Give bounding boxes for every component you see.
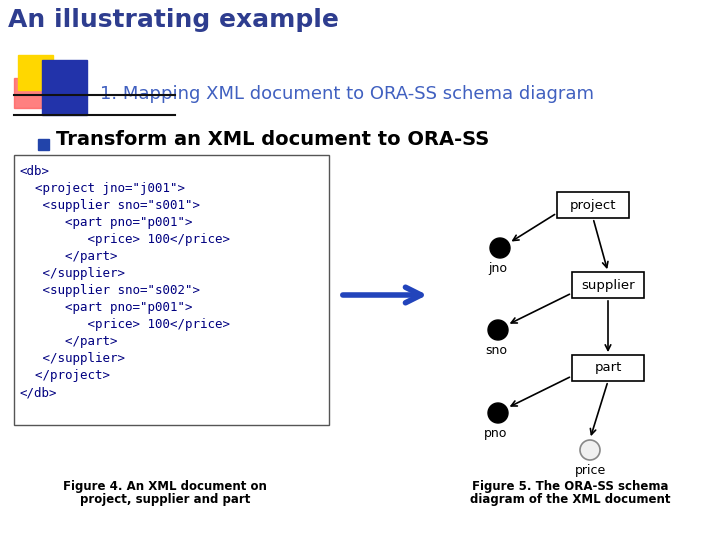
Circle shape	[488, 403, 508, 423]
Text: </part>: </part>	[20, 250, 117, 263]
Text: <part pno="p001">: <part pno="p001">	[20, 301, 192, 314]
Text: </project>: </project>	[20, 369, 110, 382]
Text: <project jno="j001">: <project jno="j001">	[20, 182, 185, 195]
Bar	[42, 60, 87, 115]
Bar	[38, 139, 49, 150]
Text: <part pno="p001">: <part pno="p001">	[20, 216, 192, 229]
Text: part: part	[594, 361, 621, 375]
Circle shape	[580, 440, 600, 460]
Text: <supplier sno="s002">: <supplier sno="s002">	[20, 284, 200, 297]
Text: </supplier>: </supplier>	[20, 267, 125, 280]
Text: Figure 5. The ORA-SS schema: Figure 5. The ORA-SS schema	[472, 480, 668, 493]
Text: <price> 100</price>: <price> 100</price>	[20, 318, 230, 331]
Text: pno: pno	[485, 427, 508, 440]
Text: Transform an XML document to ORA-SS: Transform an XML document to ORA-SS	[56, 130, 490, 149]
Text: </db>: </db>	[20, 386, 58, 399]
Bar	[14, 155, 329, 425]
Bar	[14, 78, 54, 108]
Circle shape	[488, 320, 508, 340]
Text: </supplier>: </supplier>	[20, 352, 125, 365]
Text: jno: jno	[488, 262, 508, 275]
Bar	[557, 192, 629, 218]
Text: project, supplier and part: project, supplier and part	[80, 493, 250, 506]
Text: Figure 4. An XML document on: Figure 4. An XML document on	[63, 480, 267, 493]
Text: </part>: </part>	[20, 335, 117, 348]
Text: diagram of the XML document: diagram of the XML document	[469, 493, 670, 506]
Bar	[18, 55, 53, 90]
Text: 1. Mapping XML document to ORA-SS schema diagram: 1. Mapping XML document to ORA-SS schema…	[100, 85, 594, 103]
Text: sno: sno	[485, 344, 507, 357]
Text: <db>: <db>	[20, 165, 50, 178]
Text: <price> 100</price>: <price> 100</price>	[20, 233, 230, 246]
Text: price: price	[575, 464, 606, 477]
Text: supplier: supplier	[581, 279, 635, 292]
Bar	[572, 272, 644, 298]
Bar	[572, 355, 644, 381]
Text: <supplier sno="s001">: <supplier sno="s001">	[20, 199, 200, 212]
Circle shape	[490, 238, 510, 258]
Text: An illustrating example: An illustrating example	[8, 8, 339, 32]
Text: project: project	[570, 199, 616, 212]
